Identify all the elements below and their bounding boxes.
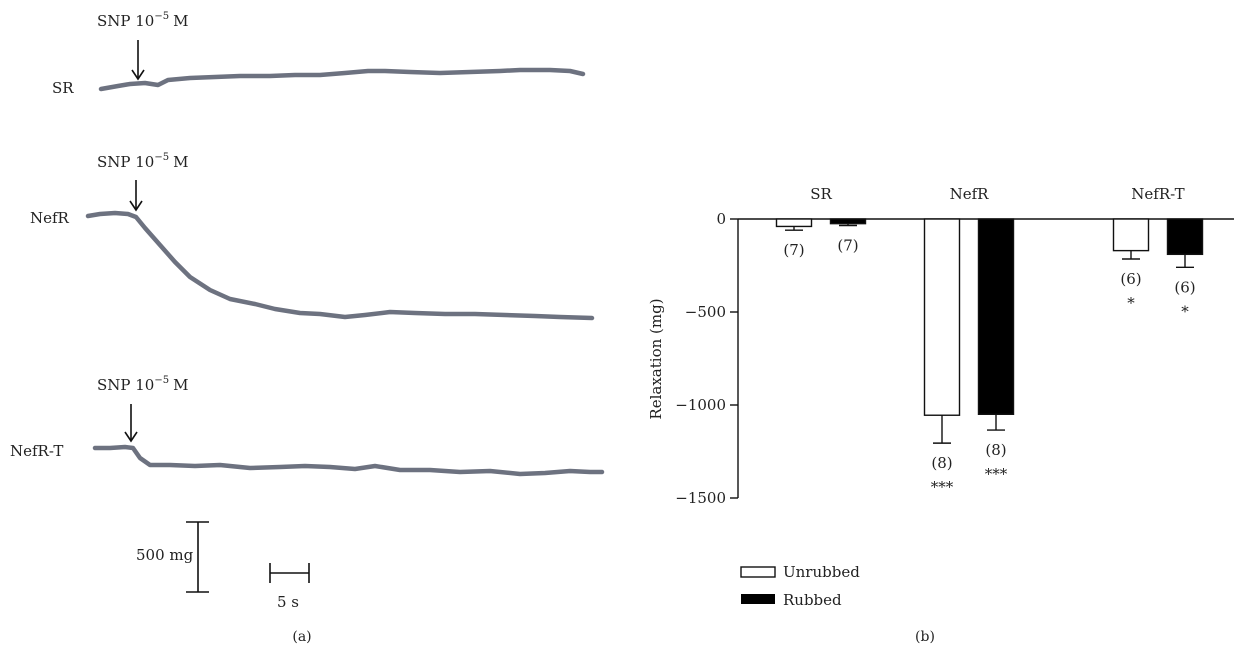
- legend-swatch-unrubbed: [740, 566, 776, 578]
- trace-nefr-arrowhead: [129, 200, 143, 212]
- bar-nefr-t-unrubbed: [1112, 218, 1150, 252]
- trace-nefr-t-label: NefR-T: [10, 442, 63, 460]
- trace-sr: SNP 10−5 M SR: [52, 11, 586, 97]
- scale-bar-horizontal-label: 5 s: [277, 593, 299, 611]
- trace-sr-annotation: SNP 10−5 M: [97, 11, 188, 30]
- significance-label: ***: [985, 465, 1008, 483]
- n-label: (8): [985, 441, 1006, 459]
- legend-label-rubbed: Rubbed: [783, 591, 842, 609]
- group-label-nefr: NefR: [950, 185, 990, 203]
- trace-sr-arrowhead: [131, 69, 145, 81]
- y-tick-label: −1500: [675, 489, 726, 507]
- bar-nefr-unrubbed: [923, 218, 961, 416]
- bar-sr-rubbed: [829, 218, 867, 225]
- trace-nefr-t: SNP 10−5 M NefR-T: [10, 375, 605, 477]
- bar-sr-unrubbed: [775, 218, 813, 228]
- n-label: (7): [783, 241, 804, 259]
- group-label-sr: SR: [810, 185, 832, 203]
- y-tick-label: −500: [685, 303, 726, 321]
- significance-label: *: [1127, 294, 1135, 312]
- trace-sr-label: SR: [52, 79, 74, 97]
- scale-bar-vertical: [186, 521, 209, 593]
- n-label: (8): [931, 454, 952, 472]
- legend-swatch-rubbed: [741, 594, 775, 604]
- n-label: (6): [1174, 278, 1195, 296]
- y-tick-label: 0: [716, 210, 726, 228]
- legend-label-unrubbed: Unrubbed: [783, 563, 860, 581]
- panel-b: 0 −500 −1000 −1500 Relaxation (mg) SR (7) (7) N…: [647, 185, 1234, 645]
- panel-b-caption: (b): [915, 629, 935, 645]
- trace-nefr-t-arrowhead: [124, 431, 138, 443]
- legend: Unrubbed Rubbed: [740, 563, 860, 609]
- y-axis-label: Relaxation (mg): [647, 298, 665, 419]
- trace-nefr-t-line: [92, 444, 605, 477]
- n-label: (6): [1120, 270, 1141, 288]
- trace-nefr-t-annotation: SNP 10−5 M: [97, 375, 188, 394]
- trace-nefr: SNP 10−5 M NefR: [30, 152, 595, 321]
- scale-bar-vertical-label: 500 mg: [136, 546, 194, 564]
- n-label: (7): [837, 237, 858, 255]
- trace-nefr-line: [85, 210, 595, 321]
- bar-chart-annotations: SR (7) (7) NefR (8) *** (8) *** NefR-T (6) * (6) *: [783, 185, 1195, 496]
- y-tick-label: −1000: [675, 396, 726, 414]
- group-label-nefr-t: NefR-T: [1131, 185, 1184, 203]
- trace-sr-line: [98, 67, 586, 92]
- trace-nefr-label: NefR: [30, 209, 70, 227]
- scale-bar-horizontal: [269, 563, 310, 583]
- significance-label: ***: [931, 478, 954, 496]
- bar-nefr-rubbed: [977, 218, 1015, 416]
- bar-chart-bars: [775, 218, 1204, 444]
- panel-a-caption: (a): [292, 629, 311, 645]
- panel-a: SNP 10−5 M SR SNP 10−5 M NefR SNP 10−5 M Ne…: [10, 11, 605, 645]
- bar-nefr-t-rubbed: [1166, 218, 1204, 256]
- significance-label: *: [1181, 302, 1189, 320]
- trace-nefr-annotation: SNP 10−5 M: [97, 152, 188, 171]
